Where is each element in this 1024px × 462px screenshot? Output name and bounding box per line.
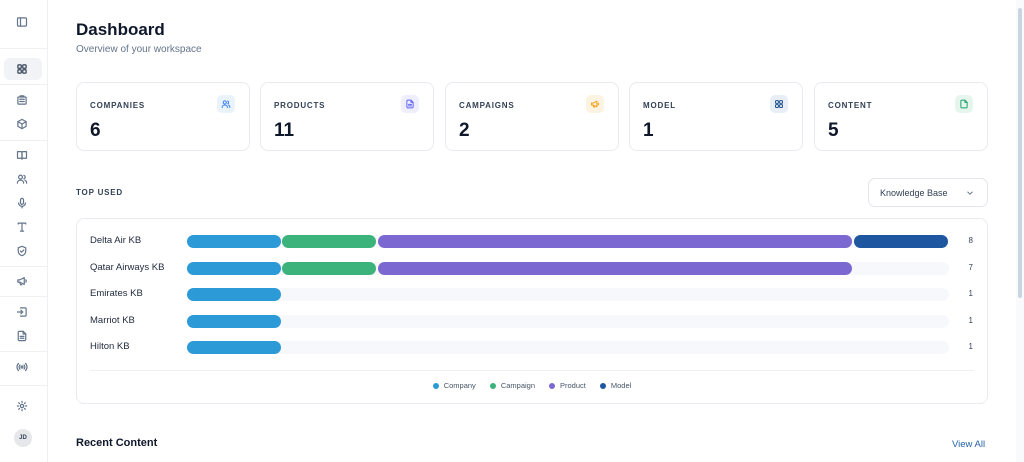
broadcast-icon[interactable] bbox=[12, 357, 32, 377]
stat-value: 6 bbox=[90, 120, 101, 141]
megaphone-icon bbox=[586, 95, 604, 113]
page-subtitle: Overview of your workspace bbox=[76, 44, 202, 55]
bar-total-label: 7 bbox=[968, 262, 973, 272]
bar-total-label: 1 bbox=[968, 289, 973, 299]
stat-label: PRODUCTS bbox=[274, 101, 326, 110]
legend-label: Product bbox=[560, 381, 586, 390]
top-used-chart: Company Campaign Product Model Delta Air KB… bbox=[76, 218, 988, 404]
microphone-icon[interactable] bbox=[12, 193, 32, 213]
import-icon[interactable] bbox=[12, 302, 32, 322]
stat-card-products[interactable]: PRODUCTS 11 bbox=[260, 82, 434, 151]
bar-row-label: Delta Air KB bbox=[90, 235, 142, 246]
bar-segment-campaign[interactable] bbox=[282, 235, 376, 248]
sidebar-divider bbox=[0, 140, 48, 141]
stat-value: 11 bbox=[274, 120, 295, 141]
bar-segment-model[interactable] bbox=[853, 235, 948, 248]
stat-label: CONTENT bbox=[828, 101, 873, 110]
bar-segment-company[interactable] bbox=[187, 288, 281, 302]
legend-item[interactable]: Company bbox=[432, 381, 476, 390]
stat-card-campaigns[interactable]: CAMPAIGNS 2 bbox=[445, 82, 619, 151]
legend-label: Company bbox=[443, 381, 476, 390]
bar-track bbox=[187, 235, 949, 248]
box-icon[interactable] bbox=[12, 114, 32, 134]
select-value: Knowledge Base bbox=[880, 187, 948, 198]
settings-icon[interactable] bbox=[12, 396, 32, 416]
grid-icon bbox=[770, 95, 788, 113]
sidebar-divider bbox=[0, 48, 48, 49]
megaphone-icon[interactable] bbox=[12, 271, 32, 291]
bar-segment-company[interactable] bbox=[187, 314, 281, 328]
bar-track bbox=[187, 314, 949, 328]
bar-segment-product[interactable] bbox=[377, 261, 853, 275]
recent-content-title: Recent Content bbox=[76, 437, 158, 449]
bar-segment-campaign[interactable] bbox=[282, 261, 376, 275]
building-icon[interactable] bbox=[12, 90, 32, 110]
users-icon bbox=[217, 95, 235, 113]
legend-label: Model bbox=[610, 381, 632, 390]
bar-track bbox=[187, 341, 949, 355]
shield-icon[interactable] bbox=[12, 241, 32, 261]
sidebar-divider bbox=[0, 385, 48, 386]
bar-segment-company[interactable] bbox=[187, 341, 281, 355]
sidebar-toggle-icon[interactable] bbox=[12, 12, 32, 32]
legend-dot bbox=[489, 382, 496, 389]
type-icon[interactable] bbox=[12, 217, 32, 237]
chart-legend: Company Campaign Product Model bbox=[77, 381, 987, 390]
stat-card-companies[interactable]: COMPANIES 6 bbox=[76, 82, 250, 151]
stat-card-model[interactable]: MODEL 1 bbox=[629, 82, 803, 151]
bar-total-label: 1 bbox=[968, 342, 973, 352]
stat-label: MODEL bbox=[643, 101, 676, 110]
bar-total-label: 1 bbox=[968, 315, 973, 325]
chevron-down-icon bbox=[965, 188, 975, 198]
legend-dot bbox=[549, 382, 555, 389]
bar-row-label: Marriot KB bbox=[90, 314, 135, 326]
main-content: Dashboard Overview of your workspace COM… bbox=[48, 0, 1016, 462]
bar-row-label: Emirates KB bbox=[90, 288, 143, 300]
stat-label: COMPANIES bbox=[90, 101, 146, 110]
stat-label: CAMPAIGNS bbox=[459, 101, 515, 110]
dashboard-icon[interactable] bbox=[12, 59, 32, 79]
legend-dot bbox=[599, 382, 606, 389]
bar-total-label: 8 bbox=[968, 236, 973, 245]
bar-row-label: Qatar Airways KB bbox=[90, 261, 165, 273]
legend-item[interactable]: Product bbox=[549, 381, 586, 390]
file-icon bbox=[955, 95, 973, 113]
legend-label: Campaign bbox=[500, 381, 535, 390]
sidebar-divider bbox=[0, 296, 48, 297]
sidebar-divider bbox=[0, 266, 48, 267]
bar-segment-company[interactable] bbox=[187, 261, 281, 275]
legend-item[interactable]: Model bbox=[599, 381, 632, 390]
legend-dot bbox=[432, 382, 439, 389]
scrollbar-thumb[interactable] bbox=[1018, 8, 1022, 298]
bar-segment-company[interactable] bbox=[187, 235, 281, 248]
bar-track bbox=[187, 288, 949, 302]
avatar[interactable]: JD bbox=[14, 429, 32, 447]
file-icon bbox=[401, 95, 419, 113]
book-icon[interactable] bbox=[12, 145, 32, 165]
stat-card-content[interactable]: CONTENT 5 bbox=[814, 82, 988, 151]
stat-value: 5 bbox=[828, 120, 839, 141]
bar-row-label: Hilton KB bbox=[90, 341, 130, 353]
chart-divider bbox=[90, 370, 974, 371]
sidebar: JD bbox=[0, 0, 48, 462]
scrollbar[interactable] bbox=[1016, 0, 1024, 462]
sidebar-divider bbox=[0, 84, 48, 85]
sidebar-divider bbox=[0, 351, 48, 352]
stat-value: 1 bbox=[643, 120, 654, 141]
legend-item[interactable]: Campaign bbox=[489, 381, 535, 390]
bar-segment-product[interactable] bbox=[377, 235, 853, 248]
top-used-label: TOP USED bbox=[76, 188, 124, 197]
page-title: Dashboard bbox=[76, 20, 165, 39]
knowledge-base-select[interactable]: Knowledge Base bbox=[868, 178, 988, 207]
bar-track bbox=[187, 261, 949, 275]
users-icon[interactable] bbox=[12, 169, 32, 189]
sidebar-active-highlight bbox=[4, 58, 42, 80]
file-icon[interactable] bbox=[12, 326, 32, 346]
stat-value: 2 bbox=[459, 120, 470, 141]
view-all-link[interactable]: View All bbox=[952, 439, 986, 450]
